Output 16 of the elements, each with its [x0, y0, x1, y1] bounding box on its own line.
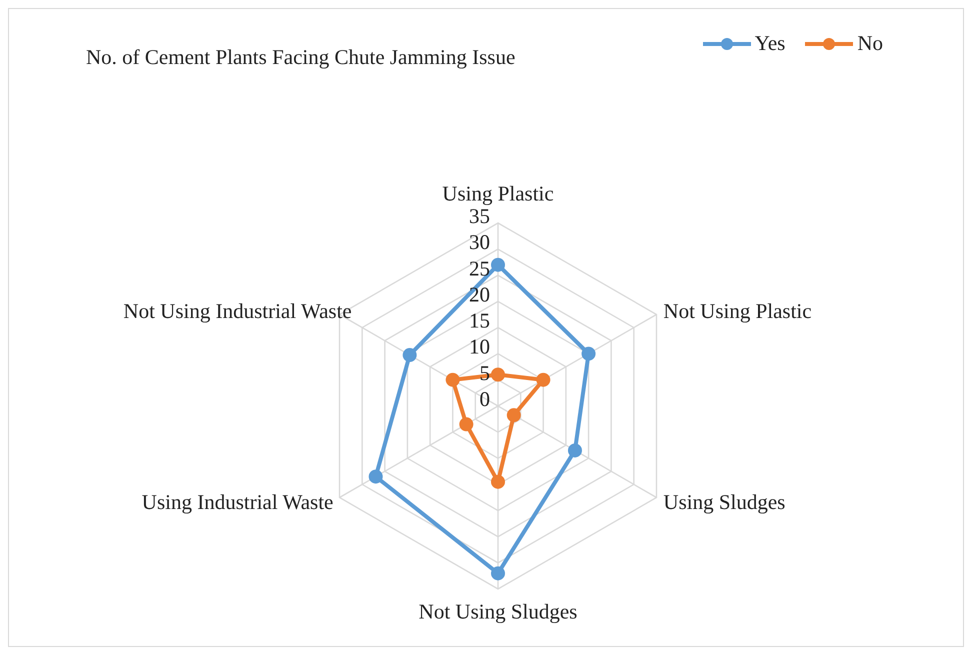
- y-tick-label: 35: [469, 204, 490, 228]
- legend-label: No: [857, 31, 883, 56]
- y-tick-label: 10: [469, 334, 490, 359]
- spoke-label: Using Sludges: [663, 490, 786, 514]
- legend-label: Yes: [754, 31, 786, 56]
- y-tick-label: 30: [469, 230, 490, 254]
- spoke-label: Not Using Plastic: [663, 298, 812, 323]
- y-tick-label: 20: [469, 282, 490, 306]
- y-tick-label: 15: [469, 308, 490, 333]
- spoke-label: Not Using Sludges: [418, 599, 578, 624]
- y-tick-label: 25: [469, 256, 490, 280]
- spoke-label: Using Plastic: [442, 181, 554, 206]
- y-tick-label: 0: [480, 387, 490, 411]
- spoke-label: Not Using Industrial Waste: [123, 298, 352, 323]
- chart-title: No. of Cement Plants Facing Chute Jamming Issue: [86, 45, 516, 70]
- spoke-label: Using Industrial Waste: [142, 490, 334, 514]
